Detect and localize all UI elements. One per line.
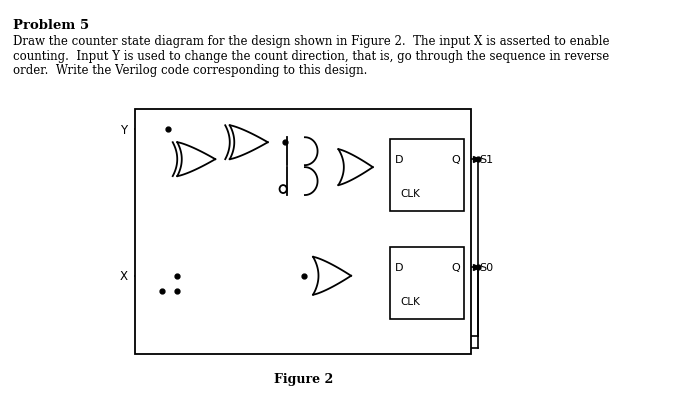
Bar [390, 247, 464, 319]
Text: X: X [120, 270, 127, 282]
Text: Q: Q [451, 155, 460, 165]
Text: S0: S0 [480, 262, 494, 272]
Text: counting.  Input Y is used to change the count direction, that is, go through th: counting. Input Y is used to change the … [13, 50, 610, 62]
Bar [390, 140, 464, 211]
Text: CLK: CLK [401, 189, 421, 199]
Text: D: D [395, 262, 403, 272]
Text: Q: Q [451, 262, 460, 272]
Text: S1: S1 [480, 155, 494, 165]
Text: Figure 2: Figure 2 [274, 372, 334, 385]
Text: CLK: CLK [401, 296, 421, 306]
Text: Y: Y [120, 123, 127, 136]
Text: Problem 5: Problem 5 [13, 19, 90, 31]
Text: D: D [395, 155, 403, 165]
Text: order.  Write the Verilog code corresponding to this design.: order. Write the Verilog code correspond… [13, 64, 368, 77]
Text: Draw the counter state diagram for the design shown in Figure 2.  The input X is: Draw the counter state diagram for the d… [13, 35, 610, 47]
Bar [134, 110, 472, 354]
